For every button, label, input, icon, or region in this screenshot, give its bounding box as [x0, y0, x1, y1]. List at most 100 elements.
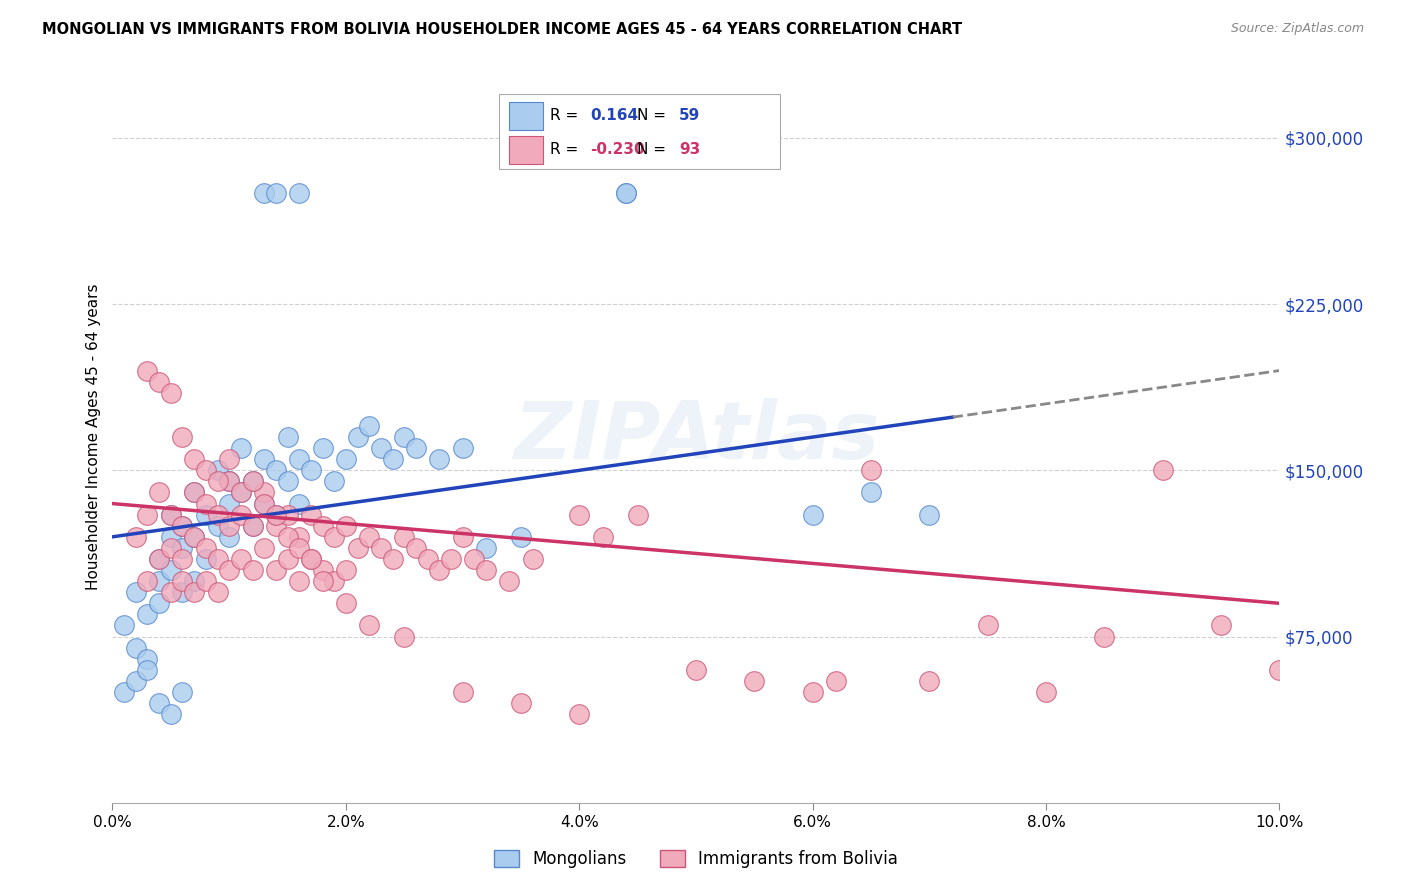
Point [860, 485, 883, 500]
Point [242, 475, 264, 489]
Point [253, 497, 276, 511]
Point [381, 552, 404, 566]
Point [288, 497, 311, 511]
Point [463, 552, 485, 566]
Point [451, 441, 474, 455]
Point [218, 475, 240, 489]
Point [323, 530, 346, 544]
Point [183, 452, 205, 467]
Point [276, 552, 298, 566]
Point [172, 430, 194, 444]
Text: R =: R = [550, 109, 578, 123]
Point [218, 497, 240, 511]
Point [323, 574, 346, 589]
Point [335, 518, 357, 533]
Point [299, 552, 322, 566]
Point [253, 541, 276, 555]
Point [405, 541, 427, 555]
Point [1094, 630, 1116, 644]
Point [183, 485, 205, 500]
Point [346, 430, 368, 444]
Point [148, 696, 170, 710]
Point [160, 707, 183, 722]
Point [323, 475, 346, 489]
Point [405, 441, 427, 455]
Point [335, 563, 357, 577]
Point [1035, 685, 1057, 699]
Text: 59: 59 [679, 109, 700, 123]
Point [218, 563, 240, 577]
Point [242, 563, 264, 577]
Text: 0.164: 0.164 [591, 109, 638, 123]
Point [627, 508, 650, 522]
Point [264, 518, 287, 533]
Point [172, 552, 194, 566]
Point [148, 596, 170, 610]
Point [172, 574, 194, 589]
Point [359, 419, 381, 434]
Point [229, 485, 252, 500]
Point [207, 585, 229, 599]
Point [976, 618, 998, 632]
Point [194, 508, 217, 522]
Point [451, 685, 474, 699]
Point [825, 673, 848, 688]
Point [160, 585, 183, 599]
Point [229, 508, 252, 522]
Point [264, 508, 287, 522]
Point [242, 475, 264, 489]
Text: MONGOLIAN VS IMMIGRANTS FROM BOLIVIA HOUSEHOLDER INCOME AGES 45 - 64 YEARS CORRE: MONGOLIAN VS IMMIGRANTS FROM BOLIVIA HOU… [42, 22, 962, 37]
Point [475, 541, 498, 555]
Point [253, 497, 276, 511]
Point [568, 707, 591, 722]
Point [276, 475, 298, 489]
Point [183, 485, 205, 500]
Point [475, 563, 498, 577]
Text: R =: R = [550, 143, 578, 157]
Point [311, 441, 333, 455]
Point [264, 186, 287, 201]
Point [172, 541, 194, 555]
Point [451, 530, 474, 544]
Point [335, 596, 357, 610]
Point [194, 541, 217, 555]
Y-axis label: Householder Income Ages 45 - 64 years: Householder Income Ages 45 - 64 years [86, 284, 101, 591]
Text: N =: N = [637, 143, 666, 157]
Point [183, 574, 205, 589]
Point [264, 463, 287, 477]
Point [335, 452, 357, 467]
Point [288, 530, 311, 544]
Point [346, 541, 368, 555]
Point [311, 574, 333, 589]
Point [136, 574, 159, 589]
Point [242, 518, 264, 533]
Point [183, 530, 205, 544]
Point [183, 585, 205, 599]
Point [288, 452, 311, 467]
Point [148, 552, 170, 566]
Point [160, 508, 183, 522]
Point [136, 651, 159, 665]
Point [160, 541, 183, 555]
Point [288, 186, 311, 201]
Point [311, 563, 333, 577]
Point [229, 552, 252, 566]
Point [359, 618, 381, 632]
Point [276, 530, 298, 544]
Point [1268, 663, 1291, 677]
Point [148, 574, 170, 589]
Point [160, 563, 183, 577]
Point [218, 452, 240, 467]
Point [253, 186, 276, 201]
Point [172, 518, 194, 533]
Point [112, 685, 135, 699]
Point [614, 186, 637, 201]
Point [427, 563, 450, 577]
Point [194, 552, 217, 566]
Point [860, 463, 883, 477]
Point [509, 696, 531, 710]
Point [194, 497, 217, 511]
Point [253, 485, 276, 500]
Point [498, 574, 520, 589]
Point [288, 541, 311, 555]
